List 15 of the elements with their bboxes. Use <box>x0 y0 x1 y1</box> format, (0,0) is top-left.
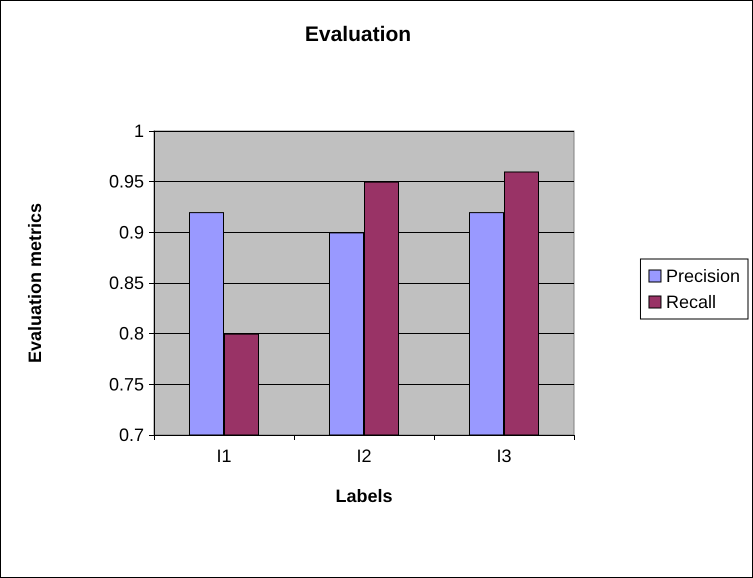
x-tick-label: I2 <box>356 446 372 466</box>
x-axis-title: Labels <box>335 486 393 506</box>
chart-title: Evaluation <box>304 23 412 46</box>
x-tick-label: I3 <box>496 446 512 466</box>
y-axis-title: Evaluation metrics <box>25 202 45 364</box>
x-tick-label: I1 <box>216 446 232 466</box>
y-tick-label: 0.85 <box>108 273 144 293</box>
legend-label: Recall <box>666 292 716 312</box>
y-tick-label: 0.8 <box>118 324 144 344</box>
y-tick-label: 0.95 <box>108 172 144 192</box>
y-tick-label: 0.75 <box>108 374 144 394</box>
y-tick-label: 0.9 <box>118 222 144 242</box>
y-tick-label: 1 <box>134 121 144 141</box>
legend-label: Precision <box>666 266 740 286</box>
y-tick-label: 0.7 <box>118 425 144 445</box>
